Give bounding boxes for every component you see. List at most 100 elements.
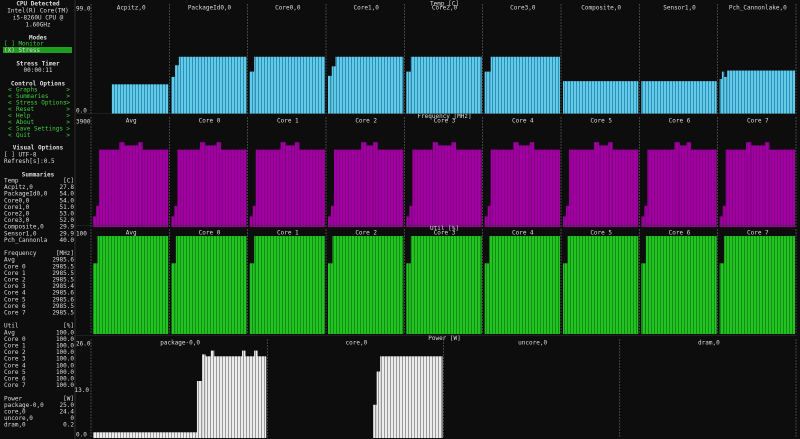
graph-bars — [241, 350, 246, 438]
graph-bars — [406, 216, 410, 227]
panel-title: core,0 — [346, 340, 368, 347]
summary-label: Core2,0 — [4, 211, 30, 218]
summary-label: Core 2 — [4, 349, 26, 356]
graph-bars — [221, 149, 247, 227]
graph-bars — [641, 81, 717, 114]
axis-middle: 13.0 — [75, 387, 90, 394]
selected-mode — [3, 47, 72, 53]
graph-bars — [484, 71, 491, 114]
control-option[interactable]: Help — [16, 113, 31, 120]
graph-bars — [513, 142, 519, 227]
graph-bars — [202, 354, 206, 438]
panel-title: PackageId0,0 — [188, 5, 232, 12]
summary-value: 100.0 — [56, 343, 74, 350]
visual-option[interactable]: [ ] UTF-8 — [4, 152, 37, 159]
summary-label: package-0,0 — [4, 402, 44, 409]
summary-value: 100.0 — [56, 362, 74, 369]
panel-title: package-0,0 — [160, 340, 200, 347]
graph-bars — [210, 350, 215, 438]
summary-label: Acpitz,0 — [4, 184, 33, 191]
summary-value: 2985.5 — [52, 277, 74, 284]
graph-bars — [641, 216, 645, 227]
section-title: CPU Detected — [16, 1, 60, 8]
graph-bars — [432, 142, 438, 227]
summary-value: 27.8 — [60, 184, 75, 191]
summary-value: 0.2 — [63, 422, 74, 429]
summary-label: core,0 — [4, 409, 26, 416]
graph-bars — [727, 70, 795, 114]
panel-title: Core3,0 — [510, 5, 536, 12]
summary-label: Core 6 — [4, 303, 26, 310]
bracket: > — [66, 100, 70, 107]
control-option[interactable]: Quit — [16, 132, 31, 139]
bracket: < — [8, 100, 12, 107]
summary-value: 100.0 — [56, 349, 74, 356]
graph-bars — [599, 145, 609, 227]
bracket: > — [66, 93, 70, 100]
control-option[interactable]: Stress Options — [16, 100, 67, 107]
graph-bars — [331, 66, 336, 114]
graph-bars — [563, 216, 567, 227]
panel-title: Core 0 — [199, 230, 221, 237]
summary-label: dram,0 — [4, 422, 26, 429]
control-option[interactable]: Graphs — [16, 87, 38, 94]
mode-item[interactable]: (X) Stress — [4, 47, 41, 54]
graph-bars — [490, 149, 514, 227]
summary-label: Pch_Cannonla — [4, 237, 48, 244]
graph-bars — [406, 71, 411, 114]
summary-value: 100.0 — [56, 329, 74, 336]
graph-bars — [249, 216, 253, 227]
summary-value: 100.0 — [56, 382, 74, 389]
graph-bars — [534, 149, 560, 227]
summary-value: 25.0 — [60, 402, 75, 409]
summary-label: Core3,0 — [4, 217, 30, 224]
summary-label: Core 5 — [4, 369, 26, 376]
graph-bars — [328, 216, 332, 227]
summary-label: Avg — [4, 329, 15, 336]
graph-bars — [205, 145, 217, 227]
graph-bars — [377, 149, 404, 227]
summary-value: 100.0 — [56, 336, 74, 343]
section-title: Control Options — [11, 81, 66, 88]
graph-bars — [328, 263, 333, 334]
graph-bars — [719, 216, 723, 227]
control-option[interactable]: Reset — [16, 106, 34, 113]
graph-bars — [518, 145, 530, 227]
graph-bars — [373, 142, 378, 227]
summary-unit: [%] — [63, 323, 74, 330]
graph-bars — [328, 75, 332, 114]
graph-bars — [722, 205, 726, 227]
panel-title: Core 7 — [747, 230, 769, 237]
panel-title: Core 0 — [199, 118, 221, 125]
graph-bars — [96, 205, 100, 227]
control-option[interactable]: About — [16, 119, 34, 126]
graph-bars — [254, 56, 325, 114]
control-option[interactable]: Summaries — [16, 93, 49, 100]
summary-value: 54.0 — [60, 191, 75, 198]
graph-bars — [410, 56, 482, 114]
panel-title: Core 3 — [434, 118, 456, 125]
summary-value: 40.0 — [60, 237, 75, 244]
summary-group: Frequency — [4, 250, 37, 257]
graph-bars — [487, 205, 491, 227]
summary-label: Core 4 — [4, 290, 26, 297]
summary-value: 54.0 — [60, 197, 75, 204]
graph-bars — [719, 79, 722, 114]
bracket: < — [8, 113, 12, 120]
bracket: > — [66, 119, 70, 126]
panel-title: Core 6 — [669, 230, 691, 237]
stress-timer: 00:00:11 — [24, 67, 53, 74]
graph-bars — [751, 145, 765, 227]
graph-bars — [719, 263, 725, 334]
visual-option[interactable]: Refresh[s]:0.5 — [4, 158, 55, 165]
graph-bars — [686, 142, 692, 227]
graph-bars — [99, 149, 120, 227]
graph-bars — [724, 236, 795, 334]
panel-title: Core 6 — [669, 118, 691, 125]
summary-label: Core 0 — [4, 336, 26, 343]
control-option[interactable]: Save Settings — [16, 126, 63, 133]
graph-bars — [484, 216, 488, 227]
panel-title: Acpitz,0 — [117, 5, 146, 12]
mode-item[interactable]: [ ] Monitor — [4, 41, 44, 48]
graph-bars — [142, 149, 169, 227]
